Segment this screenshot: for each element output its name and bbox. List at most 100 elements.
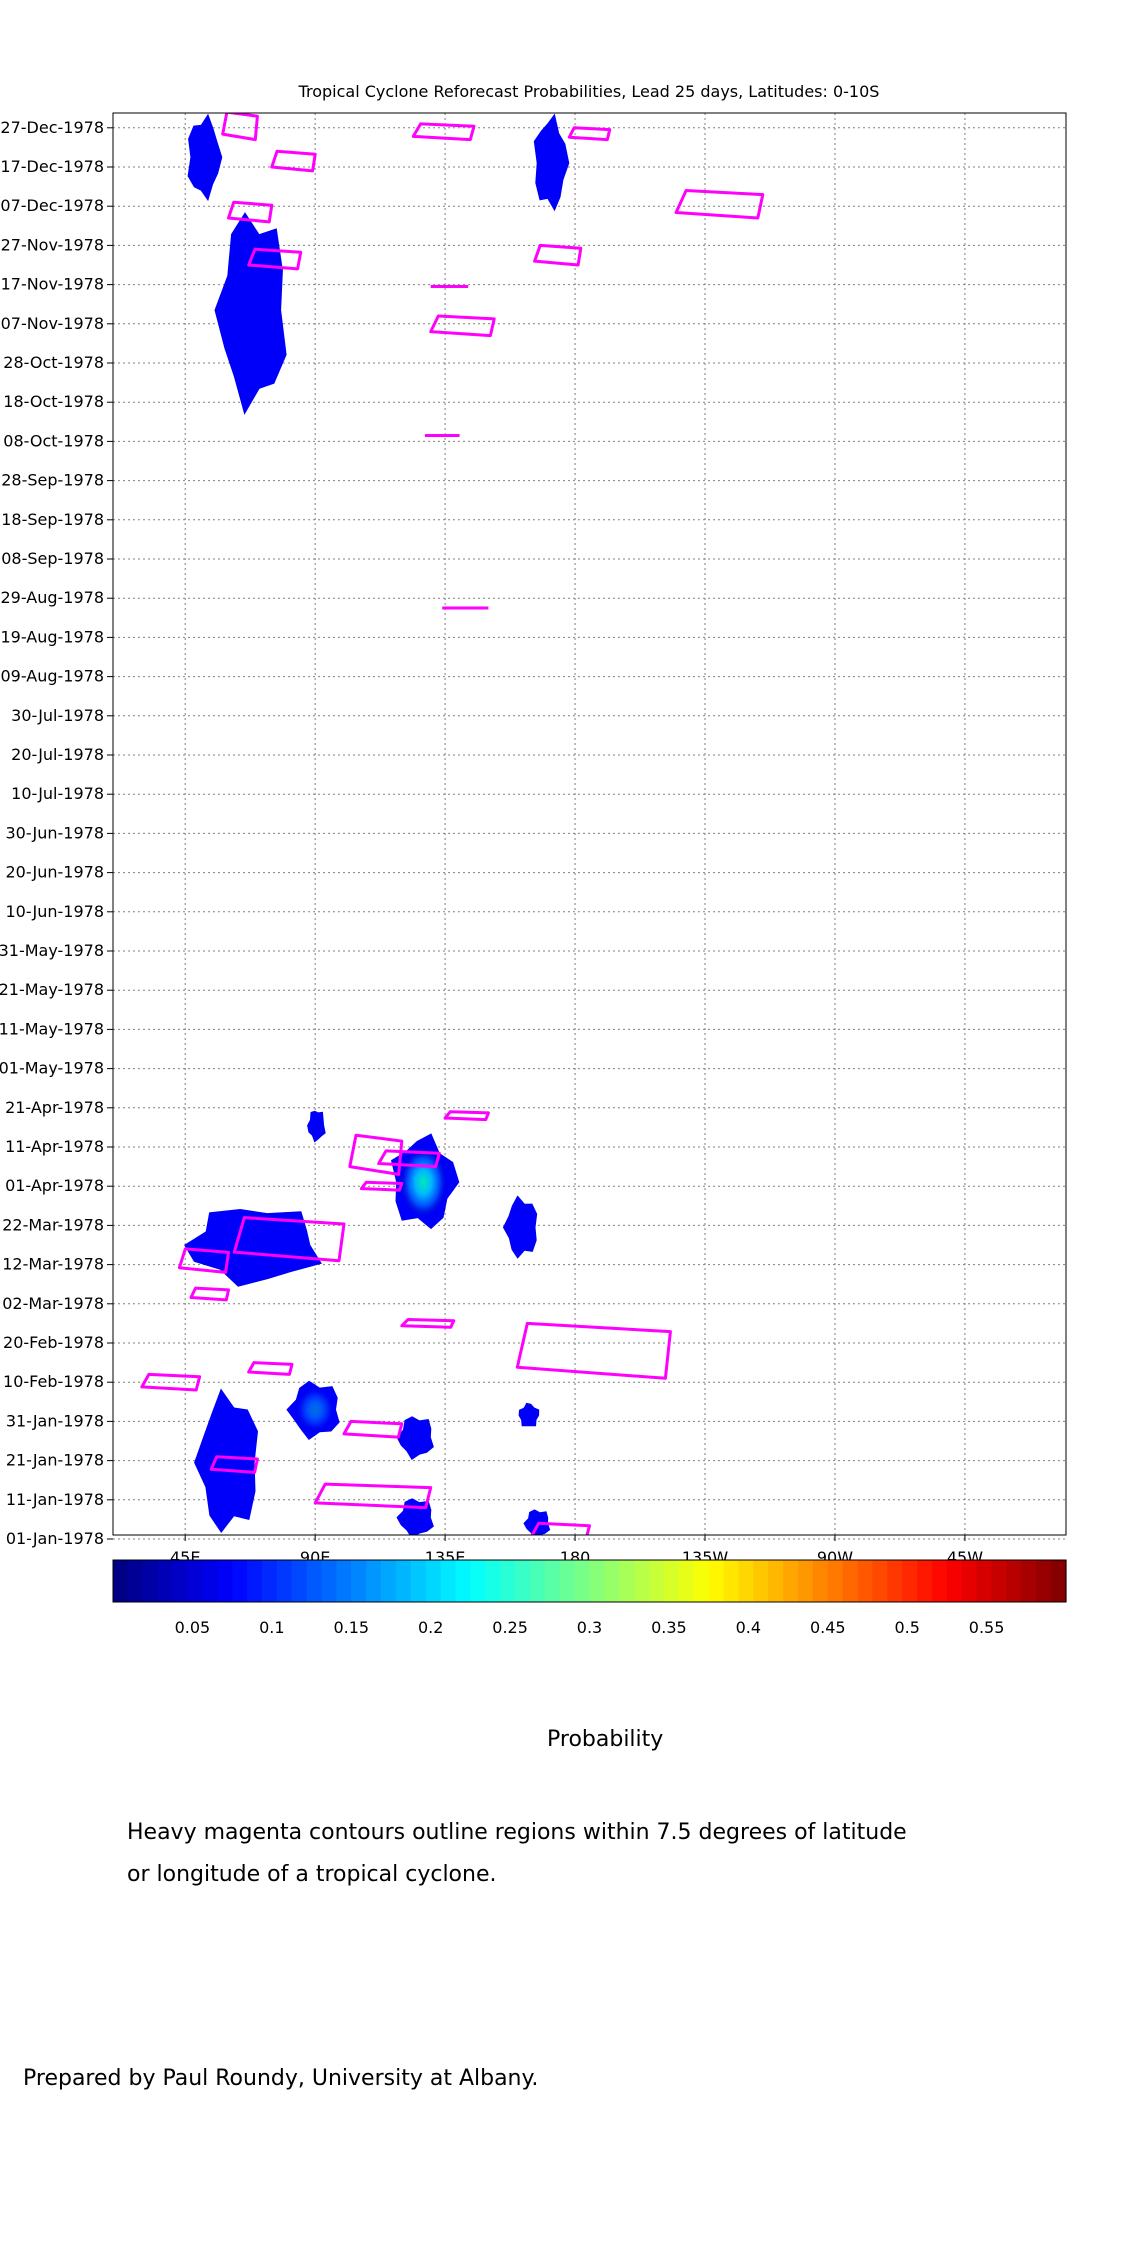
colorbar-swatch bbox=[663, 1560, 680, 1602]
y-tick-label: 11-Apr-1978 bbox=[5, 1137, 104, 1156]
colorbar-swatch bbox=[157, 1560, 174, 1602]
y-tick-label: 01-Apr-1978 bbox=[5, 1176, 104, 1195]
colorbar-swatch bbox=[738, 1560, 754, 1602]
y-tick-label: 27-Dec-1978 bbox=[0, 118, 104, 137]
colorbar-swatch bbox=[395, 1560, 412, 1602]
tc-contour bbox=[313, 1482, 433, 1510]
tc-contour bbox=[247, 1361, 294, 1376]
colorbar-swatch bbox=[917, 1560, 933, 1602]
colorbar-swatch bbox=[1036, 1560, 1052, 1602]
colorbar-swatch bbox=[872, 1560, 888, 1602]
colorbar-swatch bbox=[321, 1560, 337, 1602]
colorbar-tick-label: 0.35 bbox=[651, 1618, 687, 1637]
y-tick-label: 09-Aug-1978 bbox=[0, 667, 104, 686]
tc-contour bbox=[342, 1419, 404, 1439]
colorbar-tick-label: 0.2 bbox=[418, 1618, 443, 1637]
probability-hotspot bbox=[400, 1147, 447, 1217]
colorbar-swatch bbox=[366, 1560, 382, 1602]
colorbar-swatch bbox=[842, 1560, 859, 1602]
y-tick-label: 07-Nov-1978 bbox=[1, 314, 104, 333]
colorbar-swatch bbox=[1006, 1560, 1022, 1602]
tc-contour bbox=[359, 1180, 404, 1192]
colorbar-swatch bbox=[887, 1560, 903, 1602]
colorbar-swatch bbox=[306, 1560, 323, 1602]
colorbar-swatch bbox=[604, 1560, 620, 1602]
probability-region bbox=[523, 1509, 551, 1535]
y-tick-label: 12-Mar-1978 bbox=[2, 1255, 104, 1274]
colorbar-swatch bbox=[276, 1560, 293, 1602]
tc-contour bbox=[221, 113, 259, 142]
colorbar-tick-label: 0.05 bbox=[175, 1618, 211, 1637]
colorbar-swatch bbox=[247, 1560, 263, 1602]
colorbar-swatch bbox=[425, 1560, 442, 1602]
colorbar-swatch bbox=[976, 1560, 993, 1602]
colorbar-swatch bbox=[351, 1560, 367, 1602]
y-tick-label: 10-Jun-1978 bbox=[5, 902, 104, 921]
colorbar-swatch bbox=[797, 1560, 814, 1602]
colorbar-tick-label: 0.1 bbox=[259, 1618, 284, 1637]
y-tick-label: 20-Jun-1978 bbox=[5, 863, 104, 882]
colorbar-swatch bbox=[559, 1560, 576, 1602]
y-tick-label: 11-Jan-1978 bbox=[6, 1490, 104, 1509]
colorbar-swatch bbox=[470, 1560, 486, 1602]
y-tick-label: 11-May-1978 bbox=[0, 1019, 104, 1038]
colorbar-ticks: 0.05 0.1 0.15 0.2 0.25 0.3 0.35 0.4 0.45 0.5 0.55 bbox=[175, 1618, 1005, 1637]
y-tick-label: 08-Oct-1978 bbox=[3, 431, 104, 450]
note-line-2: or longitude of a tropical cyclone. bbox=[127, 1862, 497, 1887]
colorbar-frame bbox=[112, 1559, 1067, 1603]
tc-contour bbox=[443, 1110, 490, 1122]
colorbar-swatch bbox=[961, 1560, 978, 1602]
tc-contour bbox=[674, 189, 765, 220]
y-tick-label: 17-Dec-1978 bbox=[0, 157, 104, 176]
colorbar-tick-label: 0.3 bbox=[577, 1618, 602, 1637]
colorbar-swatch bbox=[232, 1560, 248, 1602]
colorbar-swatch bbox=[946, 1560, 963, 1602]
tc-contour bbox=[247, 247, 303, 271]
probability-region bbox=[194, 1388, 258, 1533]
colorbar-swatch bbox=[902, 1560, 918, 1602]
colorbar-swatch bbox=[708, 1560, 725, 1602]
y-tick-label: 22-Mar-1978 bbox=[2, 1215, 104, 1234]
colorbar-tick-label: 0.5 bbox=[894, 1618, 919, 1637]
colorbar-swatch bbox=[723, 1560, 740, 1602]
y-tick-label: 28-Sep-1978 bbox=[1, 471, 104, 490]
tc-contour bbox=[189, 1286, 230, 1302]
y-tick-label: 29-Aug-1978 bbox=[0, 588, 104, 607]
colorbar-swatch bbox=[1051, 1560, 1067, 1602]
probability-region bbox=[307, 1110, 326, 1143]
y-tick-label: 18-Oct-1978 bbox=[3, 392, 104, 411]
colorbar-swatch bbox=[768, 1560, 784, 1602]
colorbar-swatch bbox=[649, 1560, 665, 1602]
y-tick-label: 21-Jan-1978 bbox=[6, 1451, 104, 1470]
colorbar-swatch bbox=[827, 1560, 844, 1602]
colorbar-swatch bbox=[678, 1560, 695, 1602]
probability-region bbox=[187, 113, 223, 202]
plot-frame bbox=[112, 112, 1067, 1536]
colorbar-swatch bbox=[857, 1560, 874, 1602]
grid-lines bbox=[113, 113, 1066, 1540]
colorbar-tick-label: 0.4 bbox=[736, 1618, 761, 1637]
tc-contour bbox=[533, 243, 583, 267]
colorbar-swatch bbox=[261, 1560, 278, 1602]
colorbar-tick-label: 0.25 bbox=[492, 1618, 528, 1637]
colorbar-swatch bbox=[113, 1560, 129, 1602]
colorbar-label: Probability bbox=[547, 1727, 664, 1752]
colorbar-swatch bbox=[753, 1560, 769, 1602]
y-tick-label: 31-Jan-1978 bbox=[6, 1411, 104, 1430]
colorbar-swatch bbox=[217, 1560, 233, 1602]
colorbar-tick-label: 0.45 bbox=[810, 1618, 846, 1637]
colorbar-tick-label: 0.55 bbox=[969, 1618, 1005, 1637]
colorbar-swatch bbox=[336, 1560, 352, 1602]
tc-contours bbox=[140, 113, 765, 1535]
y-tick-label: 10-Jul-1978 bbox=[11, 784, 104, 803]
y-axis: 01-Jan-1978 11-Jan-1978 21-Jan-1978 31-Jan-… bbox=[0, 118, 113, 1548]
chart-title: Tropical Cyclone Reforecast Probabilitie… bbox=[298, 82, 880, 101]
colorbar-swatch bbox=[500, 1560, 516, 1602]
y-tick-label: 17-Nov-1978 bbox=[1, 275, 104, 294]
tc-contour bbox=[227, 200, 274, 224]
y-tick-label: 28-Oct-1978 bbox=[3, 353, 104, 372]
y-tick-label: 21-May-1978 bbox=[0, 980, 104, 999]
tc-contour bbox=[377, 1149, 441, 1169]
colorbar bbox=[112, 1559, 1067, 1603]
colorbar-swatch bbox=[187, 1560, 203, 1602]
